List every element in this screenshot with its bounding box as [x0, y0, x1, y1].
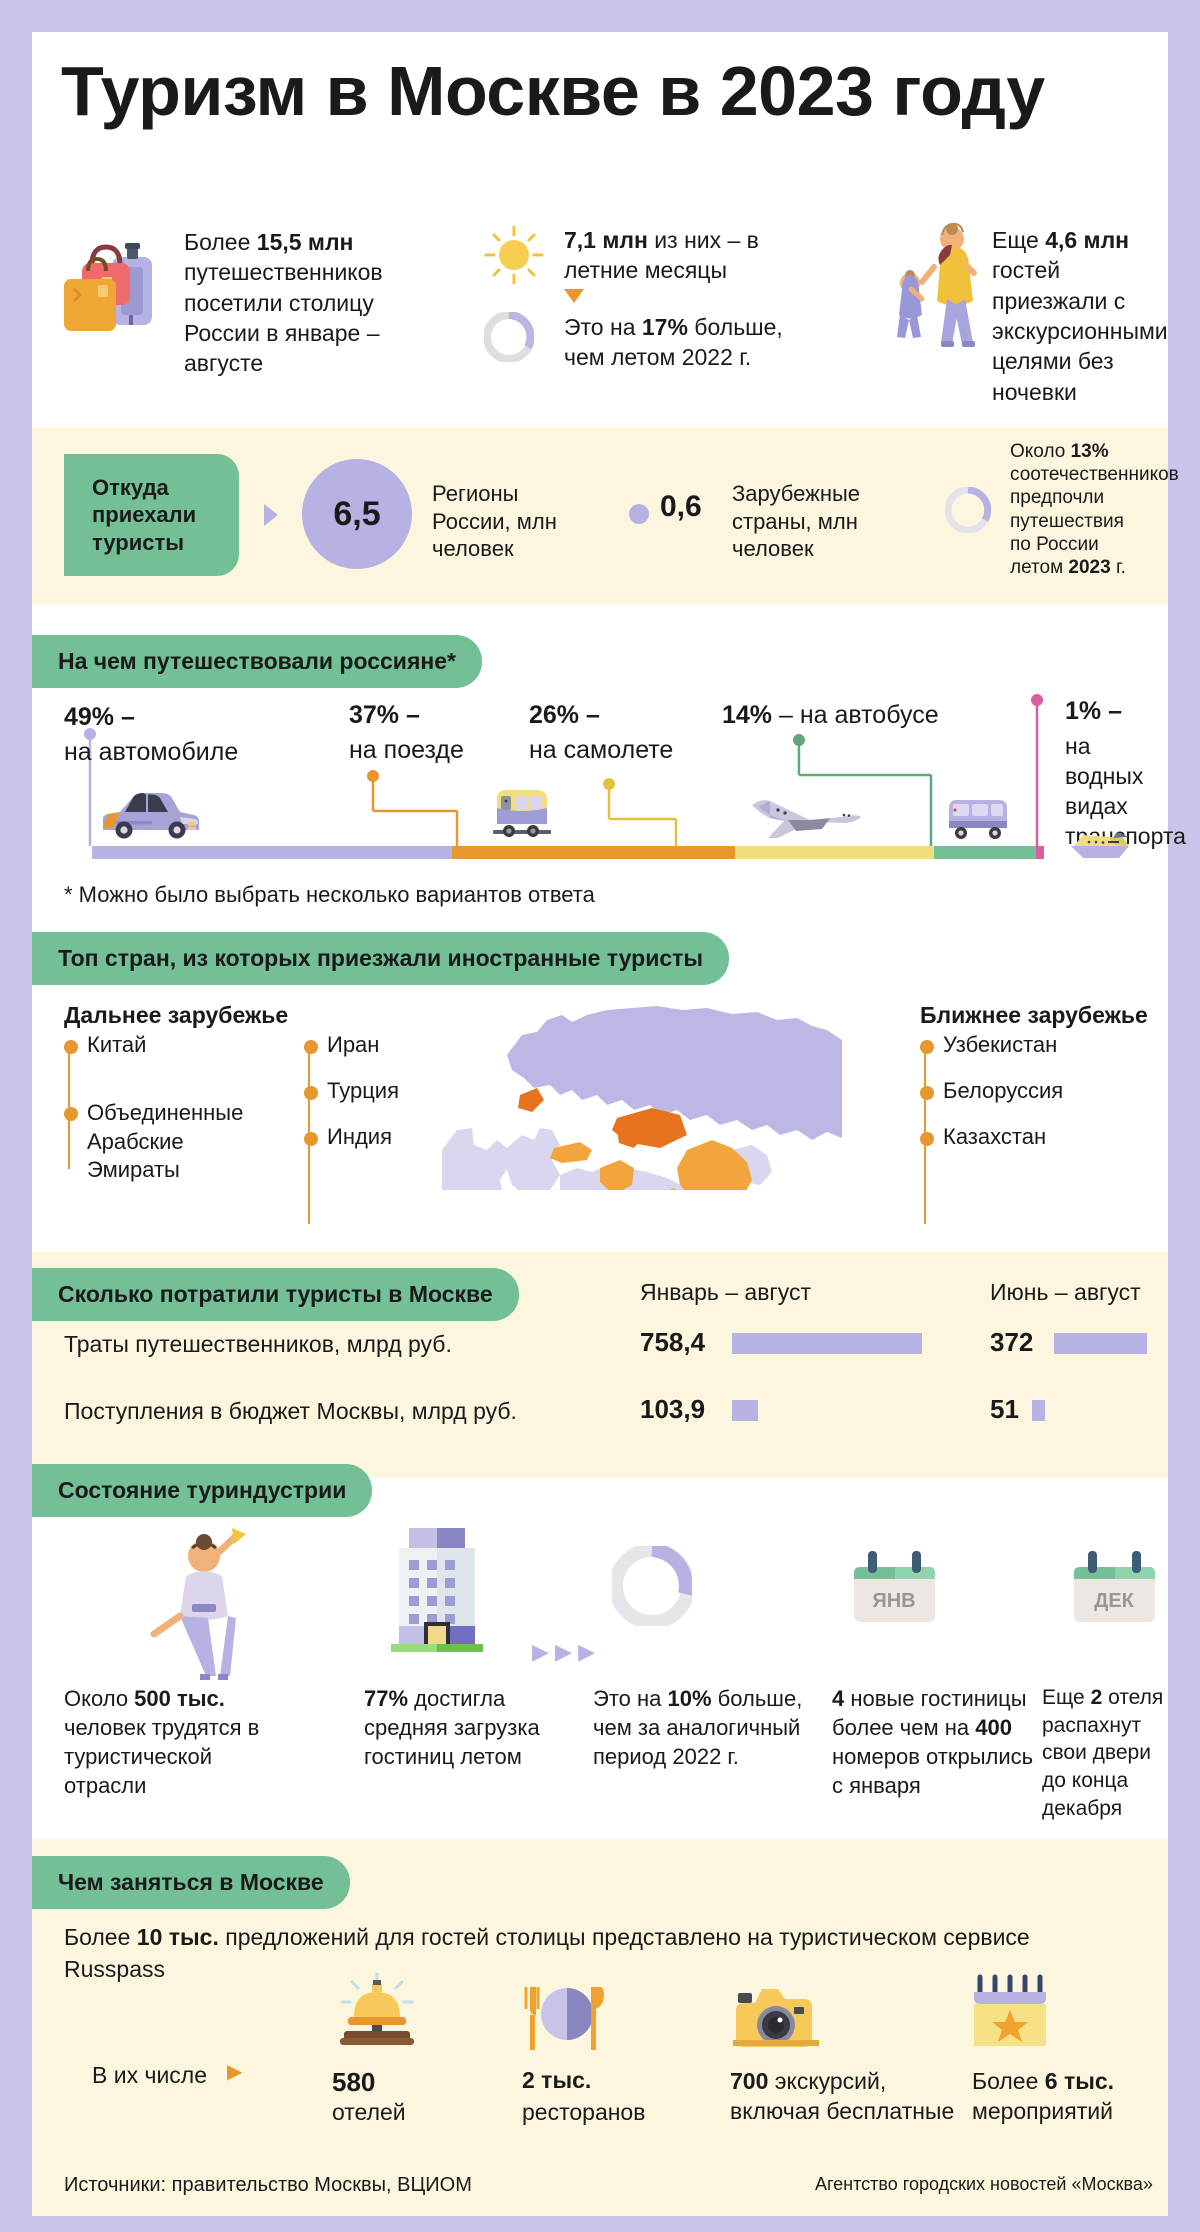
- svg-text:ЯНВ: ЯНВ: [872, 1590, 915, 1612]
- svg-text:ДЕК: ДЕК: [1094, 1590, 1135, 1612]
